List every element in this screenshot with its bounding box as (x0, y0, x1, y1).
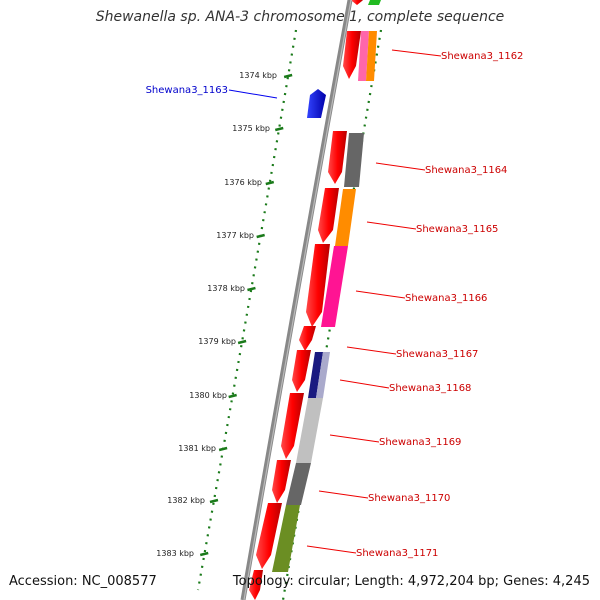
cog-block-green (368, 0, 381, 5)
leader-1171 (306, 545, 357, 554)
gene-label-1167[interactable]: Shewana3_1167 (396, 349, 478, 360)
topology-text: Topology: circular; Length: 4,972,204 bp… (232, 574, 590, 589)
cog-blocks (272, 0, 381, 572)
leader-1164 (375, 162, 426, 171)
kbp-label-1381: 1381 kbp (178, 444, 216, 453)
kbp-label-1378: 1378 kbp (207, 284, 245, 293)
cds-features (249, 0, 363, 600)
leader-1168 (339, 379, 390, 389)
cds-arrow-1163[interactable] (307, 89, 326, 118)
gene-label-1170[interactable]: Shewana3_1170 (368, 493, 450, 504)
cds-arrow-1168[interactable] (292, 350, 311, 392)
kbp-label-1375: 1375 kbp (232, 124, 270, 133)
kbp-tick-1378 (247, 286, 256, 292)
cds-arrow-1165[interactable] (318, 188, 339, 243)
kbp-label-1379: 1379 kbp (198, 337, 236, 346)
map-title: Shewanella sp. ANA-3 chromosome 1, compl… (95, 9, 505, 25)
cds-arrow-1169[interactable] (281, 393, 304, 459)
kbp-label-1382: 1382 kbp (167, 496, 205, 505)
kbp-label-1383: 1383 kbp (156, 549, 194, 558)
cog-block-lightgray-1169 (296, 398, 323, 463)
cds-arrow-1167[interactable] (299, 326, 316, 351)
gene-label-1165[interactable]: Shewana3_1165 (416, 224, 498, 235)
leader-1162 (391, 49, 442, 57)
gene-label-1163[interactable]: Shewana3_1163 (146, 85, 228, 96)
leader-1163 (228, 89, 278, 99)
cog-block-pink-1166 (321, 246, 348, 327)
leader-1167 (346, 346, 397, 355)
kbp-label-1374: 1374 kbp (239, 71, 277, 80)
gene-label-1164[interactable]: Shewana3_1164 (425, 165, 507, 176)
gene-label-1169[interactable]: Shewana3_1169 (379, 437, 461, 448)
gene-label-1166[interactable]: Shewana3_1166 (405, 293, 487, 304)
gene-label-1168[interactable]: Shewana3_1168 (389, 383, 471, 394)
gene-label-1162[interactable]: Shewana3_1162 (441, 51, 523, 62)
kbp-label-1376: 1376 kbp (224, 178, 262, 187)
cds-arrow-1164[interactable] (328, 131, 347, 184)
kbp-tick-1379 (237, 339, 247, 345)
leader-1169 (329, 434, 380, 443)
cog-block-gray-1164 (344, 133, 364, 187)
kbp-tick-1382 (209, 498, 219, 504)
leader-1166 (355, 290, 406, 299)
kbp-tick-1383 (199, 551, 209, 557)
cds-arrow-1162[interactable] (343, 31, 361, 79)
kbp-tick-1375 (274, 126, 284, 132)
gene-leader-lines (228, 49, 442, 554)
cog-block-pink-1162 (358, 31, 369, 81)
accession-text: Accession: NC_008577 (9, 574, 157, 589)
leader-1170 (318, 490, 369, 499)
kbp-tick-1374 (283, 73, 293, 79)
kbp-tick-marks (199, 73, 293, 557)
cog-block-darkgray-1170 (286, 463, 311, 505)
cds-arrow-bottom[interactable] (249, 570, 263, 600)
kbp-labels: 1374 kbp 1375 kbp 1376 kbp 1377 kbp 1378… (156, 71, 277, 558)
cds-arrow-top[interactable] (352, 0, 363, 5)
leader-1165 (366, 221, 417, 230)
cog-block-navy-1168 (308, 352, 323, 398)
cds-arrow-1170[interactable] (272, 460, 291, 503)
backbone-line (240, 0, 353, 600)
cog-block-orange-1162 (366, 31, 377, 81)
kbp-tick-1376 (265, 180, 275, 186)
kbp-tick-1381 (218, 446, 228, 452)
cog-block-gray-1168 (316, 352, 330, 398)
cds-arrow-1166[interactable] (306, 244, 330, 327)
gene-labels: Shewana3_1162 Shewana3_1163 Shewana3_116… (146, 51, 524, 559)
kbp-label-1377: 1377 kbp (216, 231, 254, 240)
kbp-label-1380: 1380 kbp (189, 391, 227, 400)
cds-arrow-1171[interactable] (256, 503, 282, 569)
cog-block-olive-1171 (272, 505, 300, 572)
kbp-tick-1380 (228, 393, 237, 399)
backbone-highlight (243, 0, 352, 600)
kbp-tick-1377 (256, 233, 265, 239)
gene-label-1171[interactable]: Shewana3_1171 (356, 548, 438, 559)
cog-block-orange-1165 (335, 189, 356, 246)
